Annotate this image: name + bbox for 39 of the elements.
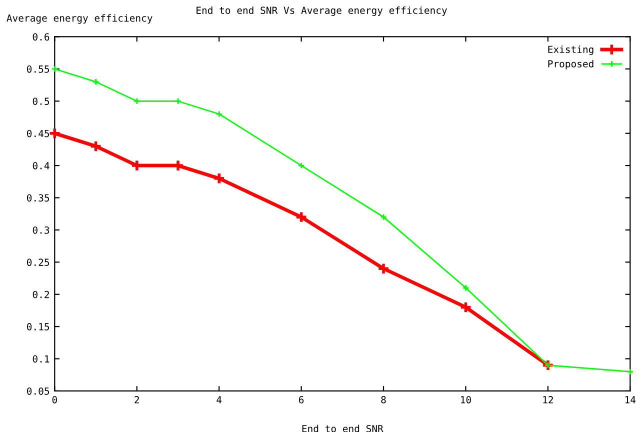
- legend-label: Existing: [548, 46, 594, 55]
- point: [377, 262, 390, 275]
- x-tick-label: 2: [134, 396, 139, 404]
- x-tick-label: 6: [298, 396, 304, 404]
- y-axis-title: Average energy efficiency: [6, 14, 152, 24]
- legend-label: Proposed: [548, 60, 594, 70]
- x-tick-label: 10: [461, 396, 471, 404]
- x-tick-label: 12: [543, 396, 553, 404]
- point: [298, 162, 305, 170]
- chart-title: End to end SNR Vs Average energy efficiency: [196, 6, 447, 16]
- x-tick-label: 4: [216, 396, 222, 404]
- x-axis-title: End to end SNR: [302, 424, 384, 432]
- point: [212, 172, 226, 185]
- y-tick-label: 0.2: [32, 290, 49, 298]
- x-tick-label: 0: [52, 396, 57, 404]
- y-tick-label: 0.1: [32, 355, 50, 363]
- point: [133, 98, 140, 105]
- point: [462, 284, 470, 292]
- point: [216, 110, 223, 118]
- y-tick-label: 0.3: [32, 226, 50, 234]
- point: [48, 127, 61, 140]
- x-tick-label: 8: [381, 396, 386, 404]
- point: [92, 78, 100, 86]
- y-tick-label: 0.4: [32, 162, 50, 170]
- y-tick-label: 0.35: [27, 194, 50, 202]
- y-tick-label: 0.15: [27, 323, 50, 330]
- y-tick-label: 0.25: [27, 258, 50, 266]
- point: [459, 300, 472, 314]
- y-tick-label: 0.05: [27, 387, 50, 395]
- point: [90, 140, 102, 152]
- y-tick-label: 0.5: [32, 98, 50, 105]
- y-tick-label: 0.45: [27, 130, 50, 138]
- point: [295, 210, 308, 224]
- point: [174, 98, 182, 105]
- point: [380, 214, 387, 221]
- point: [544, 362, 552, 369]
- y-tick-label: 0.55: [27, 65, 50, 73]
- y-tick-label: 0.6: [32, 33, 50, 41]
- x-tick-label: 14: [625, 396, 636, 404]
